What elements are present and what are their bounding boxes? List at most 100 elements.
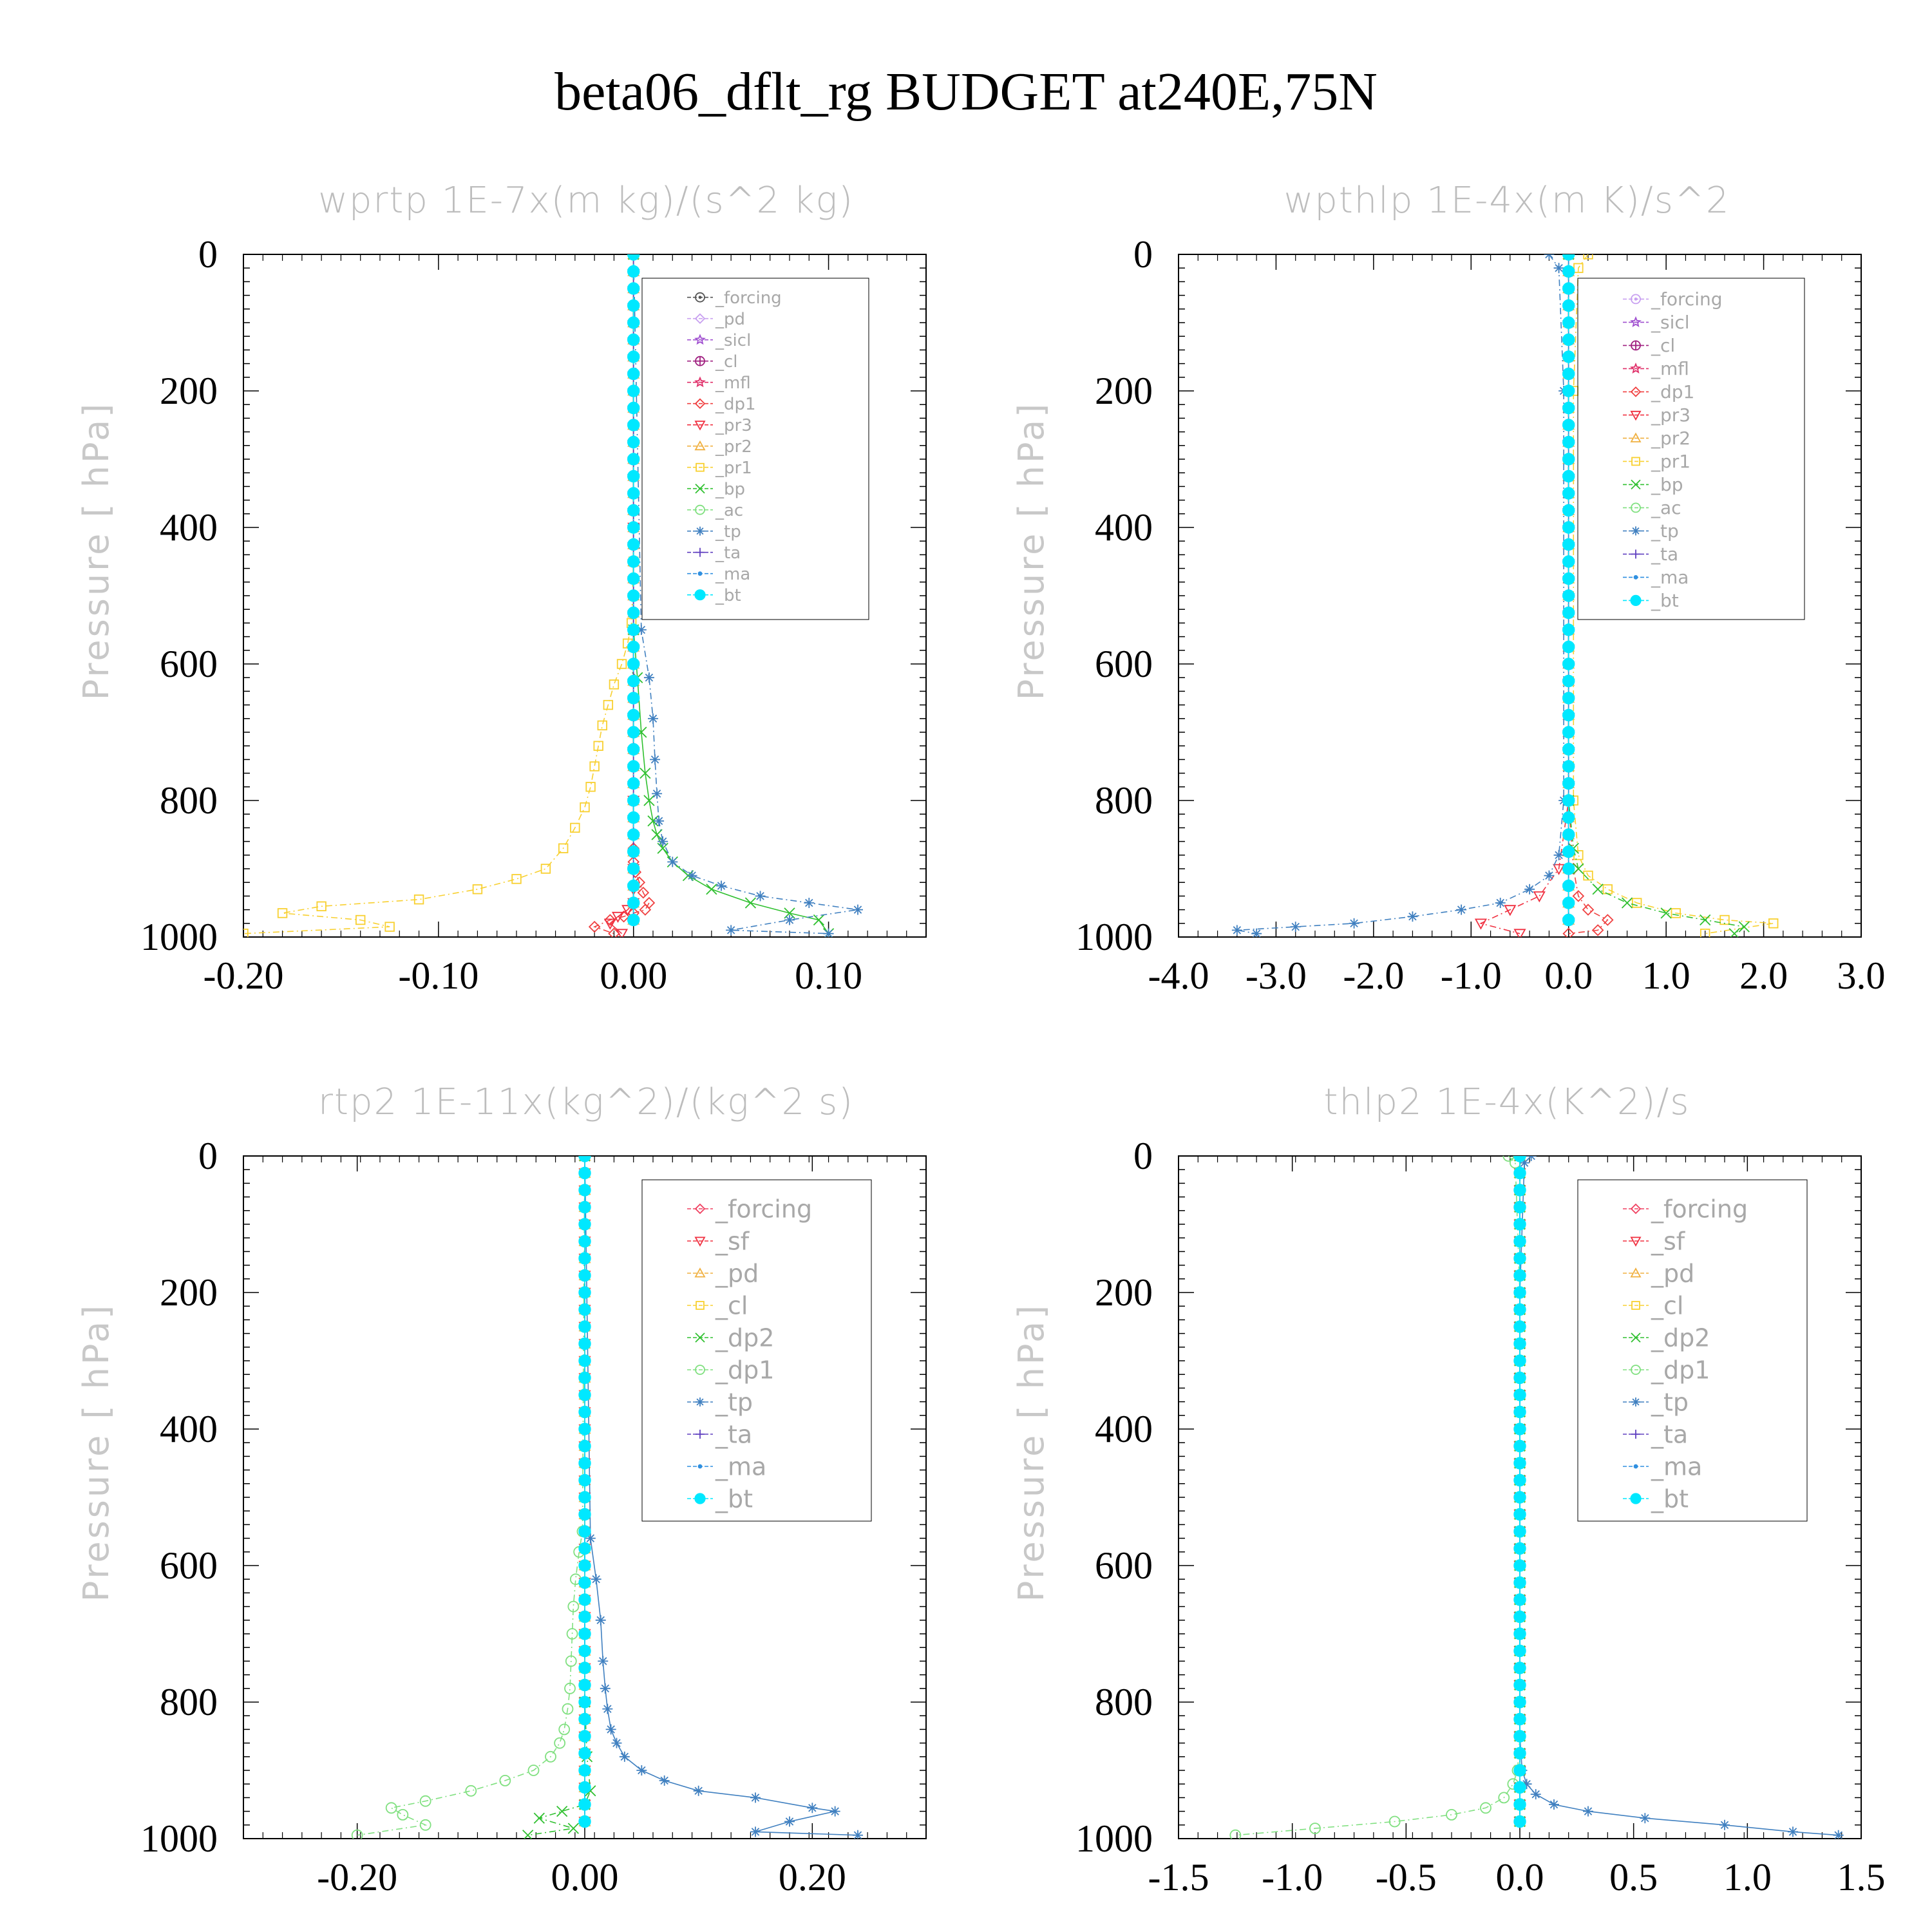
legend-label: _pr2 [715, 437, 752, 457]
x-tick-label: 3.0 [1837, 954, 1886, 997]
legend-label: _bp [1651, 474, 1683, 495]
data-point [1513, 1235, 1526, 1248]
x-tick-label: 0.00 [600, 954, 667, 997]
series-bt [1513, 1156, 1526, 1828]
data-point [1640, 1813, 1651, 1824]
data-point [627, 674, 640, 688]
data-point [1562, 896, 1575, 909]
y-tick-label: 400 [1095, 1408, 1153, 1450]
data-point [578, 1696, 591, 1709]
data-point [578, 1303, 591, 1316]
data-point [564, 1682, 576, 1694]
y-axis-label: Pressure [ hPa] [1011, 1303, 1052, 1602]
legend-label: _ta [1651, 544, 1678, 565]
data-point [1544, 870, 1555, 881]
data-point [1513, 1491, 1526, 1504]
data-point [1671, 908, 1681, 918]
legend-label: _dp1 [1651, 1356, 1710, 1384]
data-point [637, 886, 650, 899]
data-point [1562, 282, 1575, 295]
series-line [357, 1156, 585, 1836]
data-point [578, 1764, 591, 1777]
data-point [316, 901, 327, 912]
legend-marker [694, 1203, 706, 1215]
legend-marker [695, 504, 705, 515]
data-point [643, 896, 656, 909]
data-point [1562, 708, 1575, 722]
data-point [600, 1683, 611, 1694]
legend-marker [694, 1236, 706, 1247]
data-point [627, 845, 640, 858]
legend-marker [696, 1397, 705, 1406]
data-point [565, 1655, 577, 1667]
data-point [578, 1354, 591, 1367]
data-point [1562, 606, 1575, 620]
data-point [716, 880, 726, 891]
data-point [580, 802, 590, 813]
data-point [1513, 1166, 1526, 1180]
data-point [558, 1723, 571, 1736]
data-point [419, 1795, 431, 1807]
series-dp1 [588, 254, 656, 937]
panel-wprtp: wprtp 1E-7x(m kg)/(s^2 kg) Pressure [ hP… [76, 180, 927, 997]
data-point [602, 1703, 613, 1714]
data-point [1562, 333, 1575, 346]
data-point [545, 1750, 556, 1763]
data-point [578, 1286, 591, 1299]
data-point [558, 843, 569, 853]
panel-wpthlp: wpthlp 1E-4x(m K)/s^2 Pressure [ hPa] 0 2… [1011, 180, 1886, 997]
data-point [1700, 914, 1711, 926]
data-point [687, 870, 697, 881]
data-point [578, 1423, 591, 1435]
data-point [1728, 928, 1740, 937]
data-point [627, 606, 640, 620]
legend-label: _ac [1651, 497, 1681, 518]
data-point [1513, 1286, 1526, 1299]
series-bt [578, 1156, 591, 1828]
x-tick-label: 2.0 [1739, 954, 1788, 997]
x-tick-label: -1.0 [1262, 1856, 1323, 1899]
data-point [570, 822, 580, 833]
data-point [1562, 419, 1575, 431]
data-point [1562, 521, 1575, 534]
data-point [1513, 1678, 1526, 1692]
data-point [1621, 897, 1633, 909]
data-point [1572, 890, 1585, 902]
legend-label: _sf [715, 1227, 750, 1255]
data-point [658, 836, 668, 847]
y-tick-label: 0 [198, 1135, 218, 1177]
data-point [627, 265, 640, 278]
legend-label: _mfl [715, 374, 751, 393]
legend-label: _pd [715, 1259, 759, 1287]
y-tick-label: 400 [1095, 506, 1153, 549]
data-point [652, 788, 663, 799]
data-point [1513, 1423, 1526, 1435]
data-point [499, 1774, 511, 1786]
data-point [1562, 828, 1575, 841]
data-point [465, 1785, 477, 1797]
legend-marker [696, 462, 705, 472]
data-point [1562, 640, 1575, 654]
data-point [1309, 1823, 1321, 1835]
data-point [511, 874, 522, 884]
data-point [1513, 1525, 1526, 1538]
data-point [627, 658, 640, 670]
legend-label: _dp1 [715, 395, 756, 414]
data-point [1513, 1798, 1526, 1811]
y-axis: 0 200 400 600 800 1000 [140, 233, 926, 958]
data-point [627, 708, 640, 722]
data-point [627, 743, 640, 756]
data-point [609, 679, 620, 690]
data-point [1229, 1829, 1242, 1839]
plot-area [351, 1156, 863, 1839]
data-point [1562, 913, 1575, 927]
data-point [413, 895, 424, 905]
data-point [533, 1812, 545, 1824]
legend-label: _ta [1651, 1420, 1688, 1448]
data-point [1562, 572, 1575, 585]
series-tp [628, 254, 863, 937]
data-point [578, 1576, 591, 1589]
data-point [627, 419, 640, 431]
y-tick-label: 200 [160, 1271, 218, 1314]
data-point [1524, 884, 1535, 895]
